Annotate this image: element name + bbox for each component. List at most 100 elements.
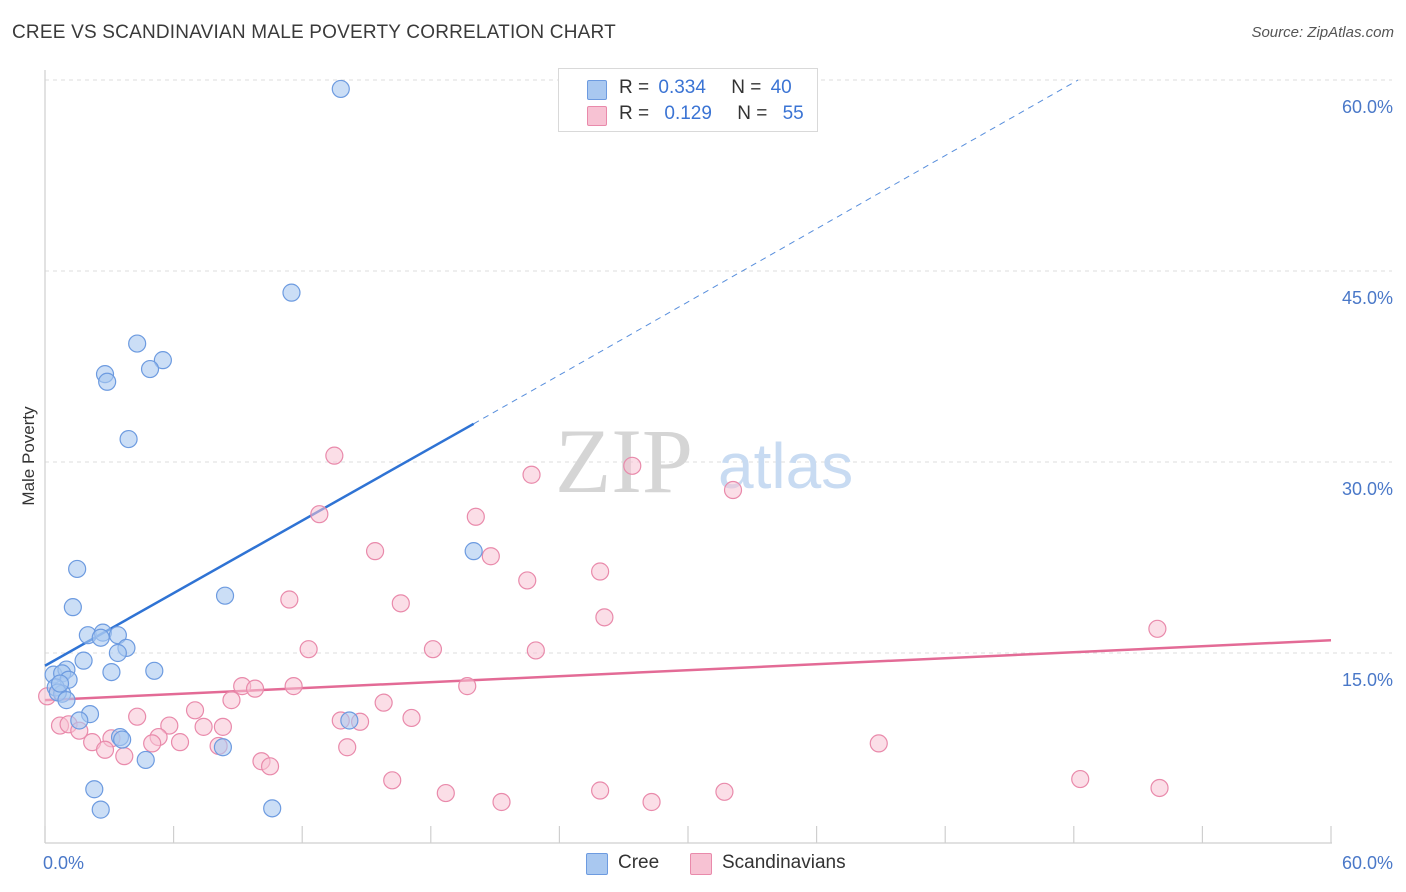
y-axis-label: Male Poverty <box>19 406 38 506</box>
cree-point <box>91 628 110 647</box>
r-label: R = <box>619 77 650 98</box>
cree-point <box>91 800 110 819</box>
r-label: R = <box>619 103 650 124</box>
x-tick-labels: 0.0% 60.0% <box>43 853 1393 873</box>
scandinavian-point <box>374 693 393 712</box>
scandinavian-point <box>391 594 410 613</box>
y-tick-label: 60.0% <box>1342 97 1393 117</box>
scandinavian-point <box>1071 769 1090 789</box>
cree-point <box>50 674 70 693</box>
y-tick-label: 15.0% <box>1342 670 1393 690</box>
scandinavians-swatch <box>587 106 607 126</box>
cree-point <box>153 351 172 370</box>
y-tick-labels: 15.0% 30.0% 45.0% 60.0% <box>1342 97 1393 690</box>
scandinavian-point <box>143 734 162 753</box>
scandinavian-point <box>213 717 232 736</box>
cree-point <box>263 799 282 818</box>
r-value: 0.334 <box>658 77 706 98</box>
cree-swatch <box>586 853 608 875</box>
scandinavian-point <box>325 446 344 465</box>
cree-point <box>215 586 235 605</box>
cree-point <box>128 334 147 353</box>
cree-points <box>44 79 483 819</box>
scandinavian-point <box>95 740 115 759</box>
scandinavian-points <box>38 446 1169 812</box>
scandinavian-point <box>436 783 455 803</box>
scandinavian-point <box>715 782 734 801</box>
scandinavian-point <box>338 738 357 757</box>
chart-title: CREE VS SCANDINAVIAN MALE POVERTY CORREL… <box>12 22 616 43</box>
scandinavian-point <box>299 640 318 659</box>
n-value: 55 <box>782 103 804 124</box>
scandinavian-point <box>591 781 610 800</box>
scandinavian-point <box>492 792 511 812</box>
cree-point <box>68 559 87 579</box>
scandinavian-point <box>522 465 541 484</box>
cree-point <box>282 283 301 302</box>
scandinavian-point <box>222 691 241 710</box>
scandinavian-point <box>284 677 303 696</box>
r-value: 0.129 <box>664 103 712 124</box>
scandinavian-point <box>481 547 500 566</box>
scandinavian-point <box>245 679 265 698</box>
cree-point <box>102 662 121 682</box>
scandinavian-point <box>160 716 179 735</box>
y-tick-label: 30.0% <box>1342 479 1393 499</box>
scandinavian-point <box>466 507 485 526</box>
scandinavian-point <box>115 747 134 766</box>
scandinavian-point <box>869 734 888 753</box>
cree-point <box>119 429 138 449</box>
legend-label: Scandinavians <box>722 852 846 873</box>
cree-point <box>213 738 232 757</box>
n-label: N = <box>737 103 768 124</box>
scandinavian-point <box>128 707 147 726</box>
scandinavian-point <box>194 717 213 736</box>
cree-point <box>70 711 89 730</box>
n-value: 40 <box>770 77 792 98</box>
cree-point <box>140 359 160 379</box>
legend-label: Cree <box>618 852 660 873</box>
scandinavian-point <box>518 571 537 590</box>
scandinavian-point <box>260 757 280 776</box>
watermark: ZIP atlas <box>555 410 853 512</box>
scandinavian-point <box>423 640 443 659</box>
cree-point <box>340 711 359 730</box>
scandinavian-point <box>595 608 614 627</box>
cree-point <box>136 750 155 770</box>
correlation-legend: R = 0.334 N = 40 R = 0.129 N = 55 <box>558 68 818 132</box>
cree-point <box>85 780 104 799</box>
cree-point <box>63 598 82 617</box>
scandinavian-point <box>402 708 421 728</box>
scandinavian-point <box>1148 619 1167 638</box>
cree-trend-extension <box>473 79 1079 425</box>
scandinavian-point <box>185 701 205 720</box>
scandinavian-point <box>383 771 402 790</box>
x-tick-label: 60.0% <box>1342 853 1393 873</box>
cree-point <box>57 691 76 710</box>
cree-point <box>145 661 164 680</box>
scandinavian-point <box>458 677 477 696</box>
scandinavian-point <box>310 505 329 524</box>
scandinavian-point <box>280 590 299 609</box>
x-tick-marks <box>44 826 1332 843</box>
n-label: N = <box>731 77 762 98</box>
scandinavian-point <box>365 542 385 561</box>
cree-point <box>464 542 483 561</box>
scandinavian-point <box>723 480 743 500</box>
scandinavians-swatch <box>690 853 712 875</box>
cree-swatch <box>587 80 607 100</box>
cree-point <box>331 79 350 99</box>
source-credit: Source: ZipAtlas.com <box>1251 24 1394 41</box>
scandinavian-point <box>591 562 610 581</box>
trend-lines <box>44 79 1332 702</box>
scandinavian-point <box>642 792 661 812</box>
cree-point <box>108 643 127 663</box>
cree-point <box>113 730 132 749</box>
y-tick-label: 45.0% <box>1342 288 1393 308</box>
cree-point <box>74 651 93 670</box>
cree-trend-line <box>44 422 475 667</box>
x-tick-label: 0.0% <box>43 853 84 873</box>
scandinavian-point <box>1150 778 1169 798</box>
cree-point <box>98 372 117 391</box>
